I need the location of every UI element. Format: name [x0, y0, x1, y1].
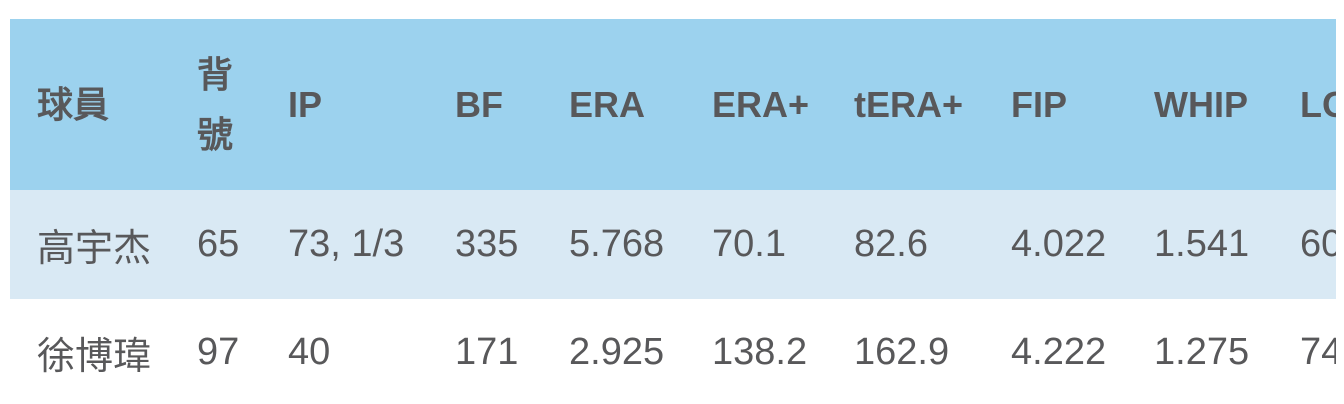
cell-number: 65: [197, 223, 240, 265]
cell-fip: 4.022: [1011, 223, 1107, 265]
cell-era: 5.768: [569, 223, 665, 265]
cell-ip: 40: [288, 331, 331, 373]
column-header-fip: FIP: [1011, 83, 1068, 125]
cell-era-plus: 70.1: [712, 223, 786, 265]
table-row: 徐博瑋 97 40 171 2.925 138.2 162.9 4.222 1.…: [10, 299, 1336, 404]
cell-lob: 74: [1300, 331, 1336, 373]
cell-bf: 335: [455, 223, 519, 265]
cell-tera-plus: 82.6: [854, 223, 928, 265]
cell-whip: 1.275: [1154, 331, 1250, 373]
table-row: 高宇杰 65 73, 1/3 335 5.768 70.1 82.6 4.022…: [10, 190, 1336, 299]
column-header-whip: WHIP: [1154, 83, 1248, 125]
cell-fip: 4.222: [1011, 331, 1107, 373]
cell-era: 2.925: [569, 331, 665, 373]
cell-era-plus: 138.2: [712, 331, 808, 373]
stats-table-scroll-area[interactable]: 球員 背號 IP BF ERA ERA+ tERA+ FIP WHIP LO 高…: [10, 19, 1336, 404]
column-header-ip: IP: [288, 83, 323, 125]
column-header-bf: BF: [455, 83, 503, 125]
cell-lob: 60: [1300, 223, 1336, 265]
column-header-player: 球員: [37, 83, 110, 125]
cell-number: 97: [197, 331, 240, 373]
table-header: 球員 背號 IP BF ERA ERA+ tERA+ FIP WHIP LO: [10, 19, 1336, 190]
table-body: 高宇杰 65 73, 1/3 335 5.768 70.1 82.6 4.022…: [10, 190, 1336, 404]
column-header-tera-plus: tERA+: [854, 83, 964, 125]
pitching-stats-table: 球員 背號 IP BF ERA ERA+ tERA+ FIP WHIP LO 高…: [10, 19, 1336, 404]
cell-whip: 1.541: [1154, 223, 1250, 265]
cell-bf: 171: [455, 331, 519, 373]
cell-ip: 73, 1/3: [288, 223, 405, 265]
column-header-lob: LO: [1300, 83, 1336, 125]
cell-player: 徐博瑋: [37, 336, 152, 378]
column-header-era: ERA: [569, 83, 646, 125]
cell-player: 高宇杰: [37, 228, 152, 270]
column-header-number: 背號: [197, 53, 234, 155]
column-header-era-plus: ERA+: [712, 83, 810, 125]
cell-tera-plus: 162.9: [854, 331, 950, 373]
header-row: 球員 背號 IP BF ERA ERA+ tERA+ FIP WHIP LO: [10, 19, 1336, 190]
